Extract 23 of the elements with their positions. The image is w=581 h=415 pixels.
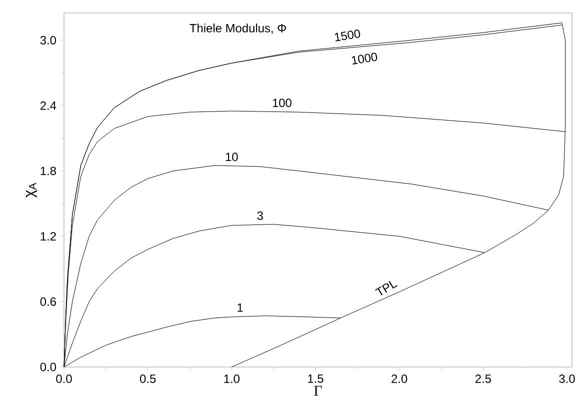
y-tick-label: 0.6 xyxy=(40,297,56,306)
text: 1000 xyxy=(352,52,378,65)
text: TPL xyxy=(375,281,398,296)
y-tick-label: 1.8 xyxy=(40,166,56,176)
series-label: 3 xyxy=(257,211,263,220)
y-tick-label: 0.0 xyxy=(40,362,56,372)
series-label: 10 xyxy=(226,152,238,162)
x-tick-label: 2.0 xyxy=(392,374,408,383)
text: 1500 xyxy=(334,30,360,42)
annotation: Thiele Modulus, Φ xyxy=(190,24,286,34)
x-tick-label: 1.0 xyxy=(224,374,240,383)
y-tick-label: 3.0 xyxy=(40,36,56,44)
x-tick-label: 2.5 xyxy=(475,374,491,383)
x-tick-label: 0.5 xyxy=(140,374,156,383)
x-axis-title: Γ xyxy=(314,386,322,396)
y-tick-label: 2.4 xyxy=(40,101,56,110)
x-tick-label: 3.0 xyxy=(559,374,575,383)
x-tick-label: 0.0 xyxy=(56,374,72,383)
y-axis-title: χ$_{A}$ xyxy=(26,182,38,198)
y-tick-label: 1.2 xyxy=(40,232,56,240)
series-label: 100 xyxy=(272,98,292,108)
series-label: 1 xyxy=(238,304,243,312)
x-tick-label: 1.5 xyxy=(308,374,324,383)
